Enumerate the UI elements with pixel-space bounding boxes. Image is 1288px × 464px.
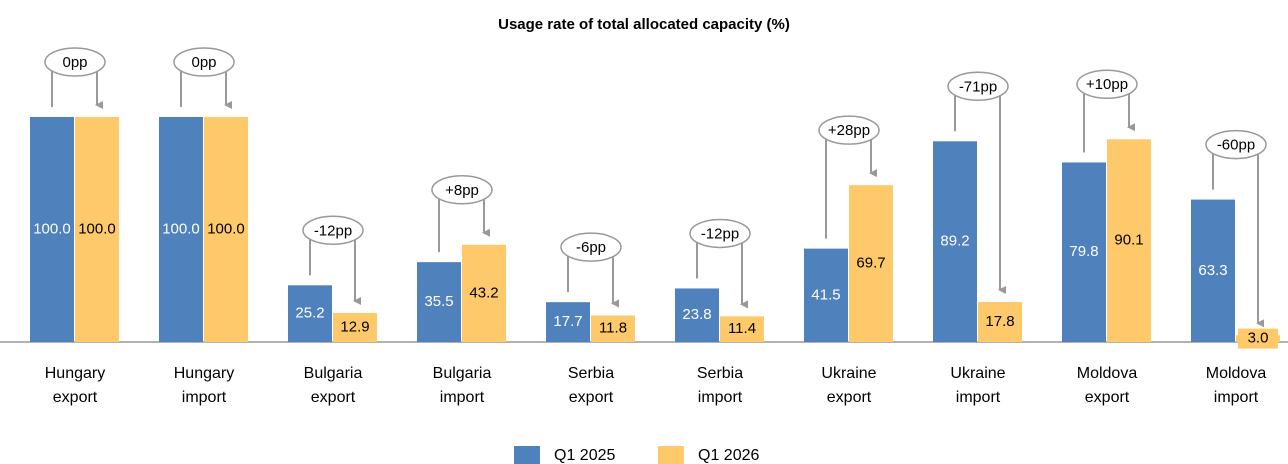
change-bubble — [947, 71, 1009, 102]
data-label-bg — [77, 219, 117, 240]
data-label: 63.3 — [1198, 262, 1227, 279]
change-bubble — [818, 115, 880, 145]
data-label: 79.8 — [1069, 243, 1098, 260]
data-label: 11.4 — [728, 320, 756, 337]
change-bubble — [1205, 129, 1267, 160]
data-label-bg — [1238, 328, 1278, 349]
x-tick-label: Serbia import — [696, 365, 744, 406]
data-label: 35.5 — [424, 293, 453, 310]
legend-label: Q1 2026 — [698, 447, 759, 464]
data-label: 25.2 — [295, 305, 324, 322]
change-label: 0pp — [191, 54, 216, 71]
legend-swatch — [514, 446, 540, 464]
x-tick-label: Ukraine import — [950, 365, 1006, 406]
data-label: 17.7 — [553, 313, 582, 330]
data-label: 69.7 — [856, 255, 885, 272]
data-label-bg — [806, 285, 846, 306]
data-label: 12.9 — [340, 318, 369, 335]
change-label: +10pp — [1086, 76, 1128, 93]
data-label: 100.0 — [33, 220, 71, 237]
change-bubble — [431, 175, 493, 205]
x-tick-label: Moldova export — [1076, 365, 1138, 406]
data-label: 17.8 — [985, 313, 1014, 330]
data-label-bg — [593, 318, 633, 339]
data-label-bg — [677, 305, 717, 326]
change-label: 0pp — [62, 54, 87, 71]
change-bubble — [689, 218, 751, 249]
change-bubble — [560, 232, 622, 262]
data-label-bg — [335, 317, 375, 338]
data-label-bg — [161, 219, 201, 240]
data-label-bg — [1064, 242, 1104, 263]
data-label: 89.2 — [940, 233, 969, 250]
data-label: 11.8 — [599, 320, 627, 337]
legend-swatch — [658, 446, 684, 464]
data-label-bg — [1109, 230, 1149, 251]
change-label: -6pp — [576, 239, 606, 256]
change-label: +8pp — [445, 182, 479, 199]
data-label: 43.2 — [469, 284, 498, 301]
legend-label: Q1 2025 — [554, 447, 615, 464]
data-label-bg — [980, 311, 1020, 332]
data-label-bg — [206, 219, 246, 240]
change-label: -12pp — [701, 225, 739, 242]
x-tick-label: Serbia export — [567, 365, 615, 406]
chart-title: Usage rate of total allocated capacity (… — [498, 16, 790, 33]
data-label-bg — [722, 319, 762, 340]
data-label-bg — [419, 292, 459, 313]
data-label-bg — [548, 312, 588, 333]
data-label: 23.8 — [682, 306, 711, 323]
change-label: -12pp — [314, 222, 352, 239]
change-bubble — [1076, 69, 1138, 100]
data-label-bg — [32, 219, 72, 240]
data-label: 100.0 — [162, 220, 200, 237]
data-label: 100.0 — [207, 220, 245, 237]
data-label-bg — [851, 253, 891, 274]
data-label-bg — [935, 231, 975, 252]
x-tick-label: Moldova import — [1205, 365, 1267, 406]
x-tick-label: Ukraine export — [821, 365, 877, 406]
data-label-bg — [290, 303, 330, 324]
change-label: -71pp — [959, 78, 997, 95]
data-label-bg — [1193, 260, 1233, 281]
change-bubble — [173, 47, 235, 77]
data-label: 90.1 — [1114, 232, 1143, 249]
x-tick-label: Bulgaria import — [432, 365, 492, 406]
data-label: 3.0 — [1248, 330, 1269, 347]
x-tick-label: Bulgaria export — [303, 365, 363, 406]
change-label: -60pp — [1217, 137, 1255, 154]
data-label: 100.0 — [78, 220, 116, 237]
x-tick-label: Hungary import — [173, 365, 235, 406]
x-tick-label: Hungary export — [44, 365, 106, 406]
change-bubble — [302, 215, 364, 246]
change-bubble — [44, 47, 106, 77]
data-label-bg — [464, 283, 504, 304]
change-label: +28pp — [828, 122, 870, 139]
data-label: 41.5 — [811, 286, 840, 303]
